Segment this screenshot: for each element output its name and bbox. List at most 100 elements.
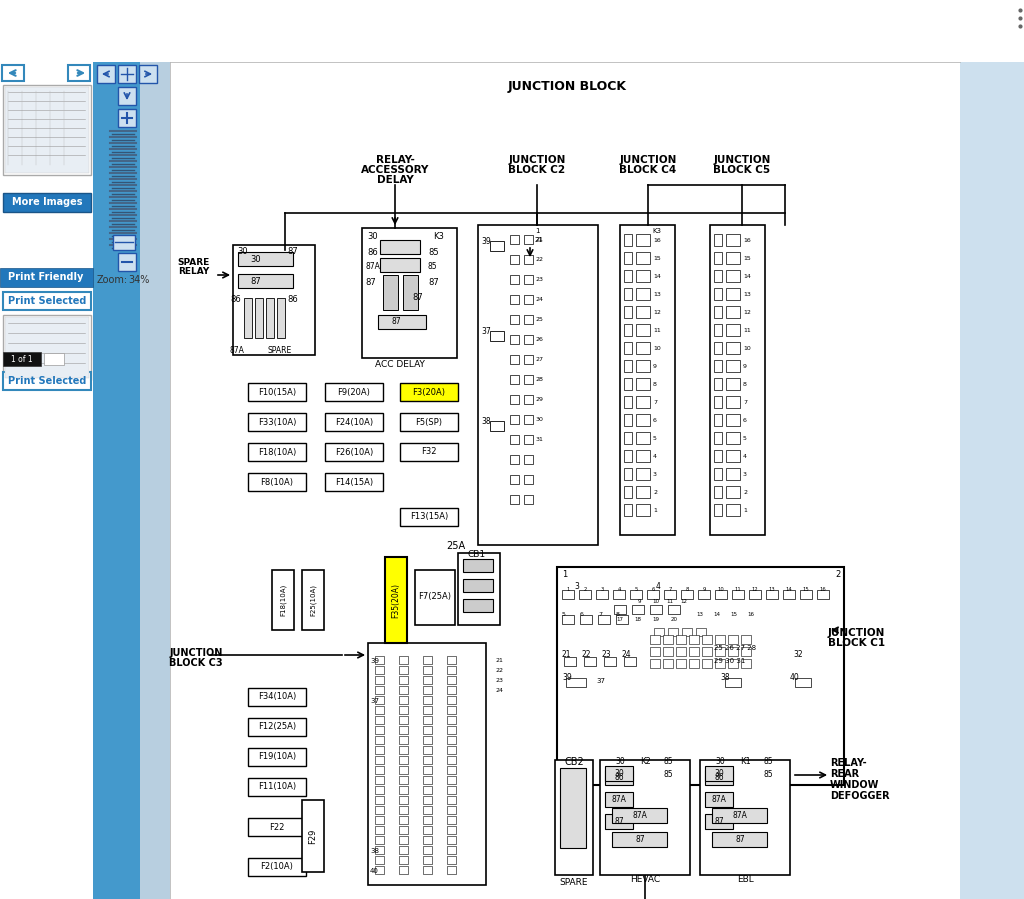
Bar [714,468,722,480]
Bar [726,378,740,390]
Text: BLOCK C5: BLOCK C5 [714,165,771,175]
Bar [375,746,384,754]
Bar [399,686,408,694]
Bar [612,832,667,847]
Text: 13: 13 [769,587,775,592]
Text: 13: 13 [653,291,660,297]
Bar [632,605,644,614]
Text: 85: 85 [663,757,673,766]
Bar [961,62,1024,899]
Bar [668,605,680,614]
Text: 16: 16 [819,587,826,592]
Bar [400,443,458,461]
Bar [636,252,650,264]
Bar [447,706,456,714]
Bar [248,688,306,706]
Text: More Images: More Images [11,197,82,207]
Bar [399,856,408,864]
Bar [458,553,500,625]
Bar [447,696,456,704]
Bar [399,846,408,854]
Text: 21: 21 [495,658,503,663]
Bar [375,866,384,874]
Text: F34(10A): F34(10A) [258,692,296,701]
Bar [510,335,519,344]
Bar [447,806,456,814]
Bar [749,590,761,599]
Text: F22: F22 [269,823,285,832]
Bar [399,736,408,744]
Bar [375,766,384,774]
Text: 37: 37 [596,678,605,684]
Text: JUNCTION BLOCK: JUNCTION BLOCK [508,80,627,93]
Bar [726,396,740,408]
Bar [447,796,456,804]
Bar [490,241,504,251]
Text: 6: 6 [651,587,654,592]
Bar [605,766,633,781]
Bar [375,786,384,794]
Text: 22: 22 [582,650,592,659]
Text: 7: 7 [598,612,602,617]
Text: 8: 8 [685,587,689,592]
Text: 30: 30 [615,757,625,766]
Bar [375,716,384,724]
Bar [447,856,456,864]
Bar [400,413,458,431]
Bar [0,0,1024,62]
Bar [664,590,676,599]
Text: 19: 19 [652,617,659,622]
Bar [714,432,722,444]
Bar [624,324,632,336]
Bar [726,306,740,318]
Bar [399,656,408,664]
Text: 39: 39 [481,237,490,246]
Text: BLOCK C2: BLOCK C2 [509,165,565,175]
Bar [400,508,458,526]
Text: 13: 13 [743,291,751,297]
Bar [636,324,650,336]
Bar [399,766,408,774]
Bar [668,628,678,636]
Bar [423,736,432,744]
Text: 15: 15 [743,255,751,261]
Bar [447,846,456,854]
Text: 1: 1 [743,508,746,512]
Bar [728,635,738,644]
Bar [447,786,456,794]
Bar [248,818,306,836]
Text: 1: 1 [566,587,569,592]
Bar [624,396,632,408]
Bar [524,375,534,384]
Text: 18: 18 [635,617,641,622]
Text: ACCESSORY: ACCESSORY [360,165,429,175]
Bar [636,360,650,372]
Bar [423,716,432,724]
Text: 3: 3 [743,471,746,476]
Bar [423,806,432,814]
Bar [375,726,384,734]
Text: 85: 85 [763,770,773,779]
Bar [423,836,432,844]
Text: 15: 15 [803,587,809,592]
Text: 23: 23 [602,650,611,659]
Text: JUNCTION: JUNCTION [714,155,771,165]
Bar [490,331,504,341]
Bar [624,252,632,264]
Text: Print Selected: Print Selected [8,296,86,306]
Bar [463,559,493,572]
Bar [423,866,432,874]
Bar [689,659,699,668]
Text: 17: 17 [616,617,624,622]
Bar [725,678,741,687]
Bar [715,659,725,668]
Bar [726,342,740,354]
Text: 85: 85 [428,248,438,257]
Text: F8(10A): F8(10A) [260,477,294,486]
Bar [741,647,751,656]
Text: F33(10A): F33(10A) [258,417,296,426]
Text: 12: 12 [752,587,759,592]
Text: F12(25A): F12(25A) [258,723,296,732]
Bar [447,716,456,724]
Bar [378,315,426,329]
